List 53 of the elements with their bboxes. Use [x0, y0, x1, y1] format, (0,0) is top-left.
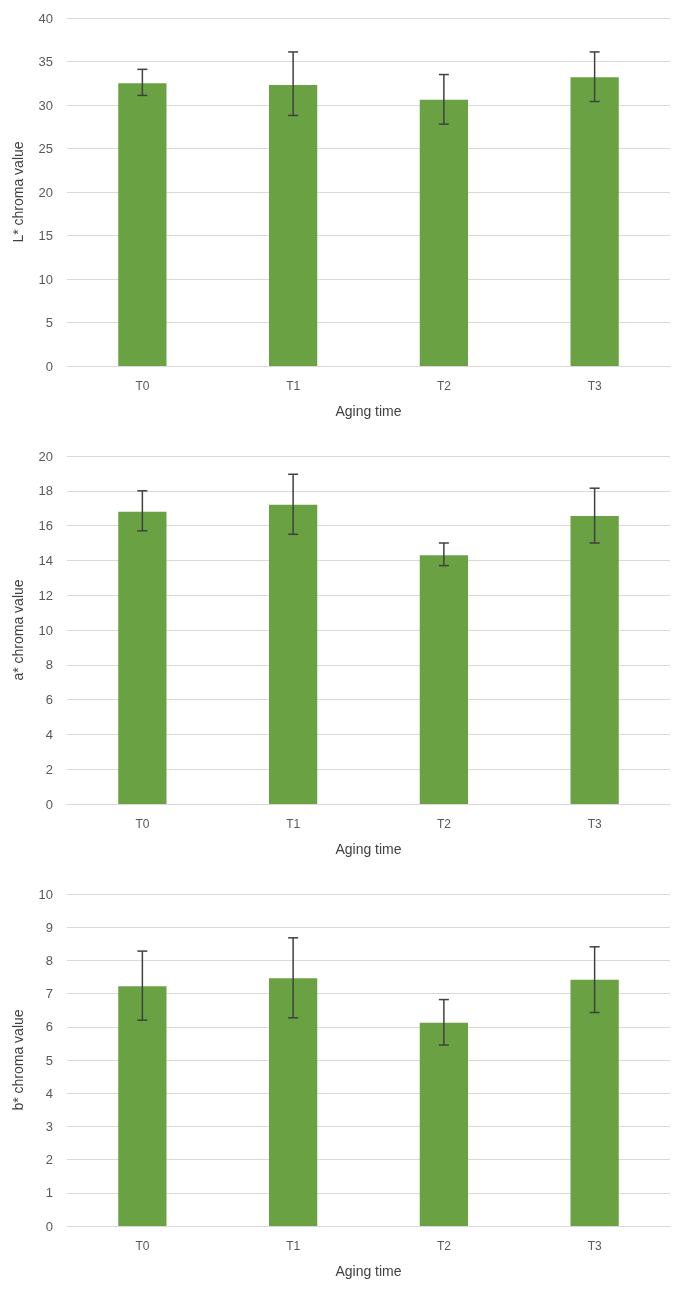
y-tick-label: 9 — [45, 919, 53, 935]
x-axis-title: Aging time — [335, 403, 402, 419]
y-tick-label: 10 — [38, 271, 53, 287]
x-tick-label: T1 — [286, 817, 301, 831]
y-tick-label: 0 — [45, 358, 53, 374]
y-tick-label: 0 — [45, 1218, 53, 1234]
y-tick-label: 35 — [38, 54, 53, 69]
y-tick-label: 6 — [45, 692, 53, 708]
y-tick-label: 12 — [38, 587, 53, 603]
y-tick-label: 0 — [45, 796, 53, 812]
y-tick-label: 14 — [38, 552, 53, 568]
x-axis-title: Aging time — [335, 841, 402, 857]
bar — [269, 978, 318, 1226]
y-tick-label: 2 — [45, 1152, 53, 1168]
y-axis-title: a* chroma value — [10, 579, 26, 681]
y-tick-label: 2 — [45, 761, 53, 777]
y-tick-label: 4 — [45, 726, 53, 742]
x-tick-label: T2 — [436, 817, 452, 831]
bar — [118, 986, 167, 1226]
y-tick-label: 7 — [45, 986, 53, 1002]
y-tick-label: 6 — [45, 1019, 53, 1035]
x-tick-label: T0 — [135, 817, 150, 831]
x-axis-title: Aging time — [335, 1263, 402, 1279]
x-tick-label: T3 — [587, 817, 602, 831]
y-tick-label: 3 — [45, 1118, 53, 1134]
bar — [570, 979, 619, 1226]
y-tick-label: 4 — [45, 1085, 53, 1101]
y-tick-label: 40 — [38, 10, 53, 26]
y-tick-label: 5 — [45, 1052, 53, 1068]
y-tick-label: 8 — [45, 657, 53, 673]
x-tick-label: T1 — [286, 1239, 301, 1253]
y-tick-label: 25 — [38, 141, 53, 156]
y-axis-title: b* chroma value — [10, 1009, 26, 1111]
x-tick-label: T0 — [135, 379, 150, 393]
y-tick-label: 1 — [45, 1185, 53, 1201]
y-tick-label: 10 — [38, 886, 53, 902]
x-tick-label: T2 — [436, 379, 452, 393]
y-tick-label: 30 — [38, 97, 53, 113]
y-tick-label: 20 — [38, 448, 53, 464]
y-tick-label: 10 — [38, 622, 53, 638]
x-tick-label: T3 — [587, 1239, 602, 1253]
x-tick-label: T1 — [286, 379, 301, 393]
x-tick-label: T0 — [135, 1239, 150, 1253]
bar — [419, 1022, 468, 1226]
y-tick-label: 15 — [38, 228, 53, 243]
y-tick-label: 5 — [45, 315, 53, 330]
y-tick-label: 20 — [38, 184, 53, 200]
y-tick-label: 8 — [45, 952, 53, 968]
y-tick-label: 18 — [38, 483, 53, 499]
x-tick-label: T2 — [436, 1239, 452, 1253]
x-tick-label: T3 — [587, 379, 602, 393]
y-axis-title: L* chroma value — [10, 141, 26, 243]
y-tick-label: 16 — [38, 518, 53, 534]
